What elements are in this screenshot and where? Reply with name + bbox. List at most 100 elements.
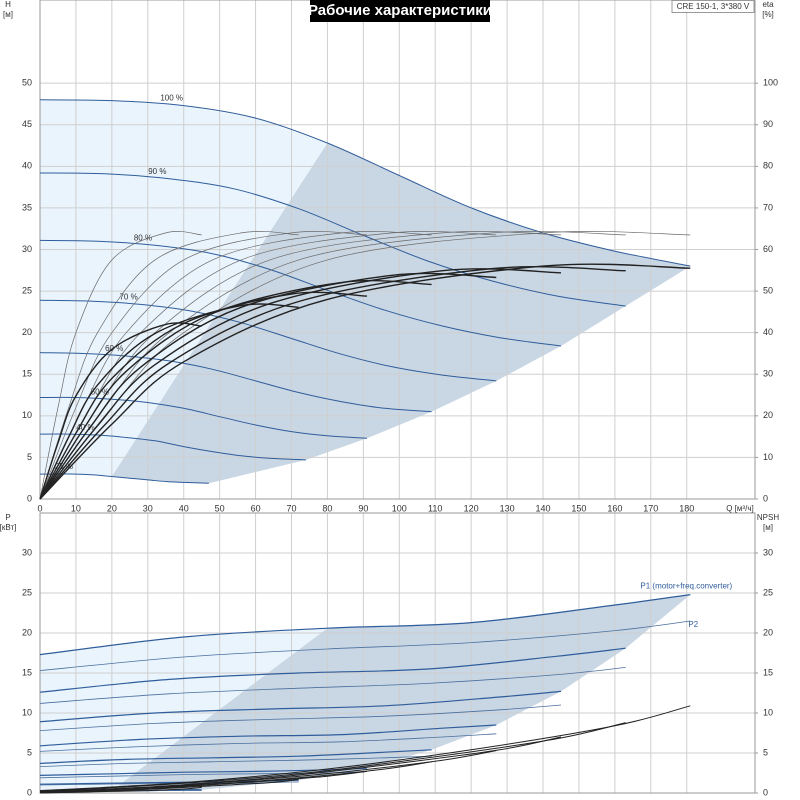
- x-tick-label: 50: [215, 503, 225, 513]
- y-tick-label: 15: [22, 369, 32, 379]
- y2-tick-label: 30: [763, 369, 773, 379]
- curve: [39, 771, 368, 779]
- x-tick-label: 80: [322, 503, 332, 513]
- curve: [39, 272, 497, 500]
- y2-axis-label: eta: [762, 0, 774, 9]
- curve-label: P2: [688, 620, 698, 629]
- curve: [39, 231, 299, 500]
- curve: [39, 786, 202, 794]
- y-tick-label: 50: [22, 78, 32, 88]
- title-box: [310, 0, 490, 22]
- curve: [39, 620, 691, 671]
- curve: [39, 266, 626, 500]
- y-tick-label: 5: [27, 747, 32, 757]
- y-axis-label: H: [5, 0, 11, 9]
- x-tick-label: 40: [179, 503, 189, 513]
- curve: [39, 299, 497, 382]
- y-tick-label: 10: [22, 410, 32, 420]
- curve-label: 40 %: [76, 423, 94, 432]
- y2-tick-label: 0: [763, 493, 768, 503]
- curve: [39, 99, 691, 267]
- y-tick-label: 0: [27, 493, 32, 503]
- y-axis-unit: [м]: [3, 10, 13, 19]
- curve: [39, 263, 691, 500]
- y-axis-unit: [кВт]: [0, 523, 16, 532]
- x-tick-label: 10: [71, 503, 81, 513]
- curve: [39, 231, 368, 500]
- x-axis-label: Q [м³/ч]: [726, 504, 753, 513]
- curve: [39, 690, 562, 723]
- x-tick-label: 70: [286, 503, 296, 513]
- curve: [39, 736, 562, 792]
- curve: [39, 767, 368, 776]
- curve: [39, 433, 306, 461]
- model-label: CRE 150-1, 3*380 V: [677, 2, 750, 11]
- y2-tick-label: 30: [763, 547, 773, 557]
- curve: [39, 231, 202, 500]
- y2-tick-label: 70: [763, 202, 773, 212]
- y2-tick-label: 5: [763, 747, 768, 757]
- y-tick-label: 35: [22, 202, 32, 212]
- curve: [39, 761, 432, 793]
- curve-label: 90 %: [148, 167, 166, 176]
- x-tick-label: 150: [571, 503, 586, 513]
- y2-tick-label: 10: [763, 452, 773, 462]
- y2-tick-label: 80: [763, 161, 773, 171]
- curve-label: 70 %: [119, 292, 137, 301]
- y-tick-label: 5: [27, 452, 32, 462]
- curve: [39, 303, 299, 500]
- curve: [39, 724, 497, 747]
- curve: [39, 291, 368, 500]
- y2-tick-label: 90: [763, 119, 773, 129]
- curve: [39, 647, 626, 693]
- curve: [39, 667, 626, 704]
- y-tick-label: 40: [22, 161, 32, 171]
- y-tick-label: 20: [22, 627, 32, 637]
- curve: [39, 322, 202, 500]
- y-tick-label: 30: [22, 547, 32, 557]
- curve: [39, 704, 562, 731]
- y-tick-label: 25: [22, 285, 32, 295]
- curve: [40, 473, 209, 484]
- plot-frame: [39, 0, 756, 500]
- x-tick-label: 60: [251, 503, 261, 513]
- y2-axis-label: NPSH: [757, 513, 779, 522]
- y-tick-label: 45: [22, 119, 32, 129]
- curve: [39, 172, 626, 307]
- y2-tick-label: 50: [763, 285, 773, 295]
- x-tick-label: 120: [464, 503, 479, 513]
- chart-panel: 0 5 10 15 20 25 30 0 5 10 15 20 25 30 P1 (motor+freq.c…: [0, 512, 779, 797]
- y2-tick-label: 0: [763, 787, 768, 797]
- y2-tick-label: 20: [763, 410, 773, 420]
- y2-tick-label: 40: [763, 327, 773, 337]
- curve: [39, 239, 562, 347]
- chart-panel: 0 10 20 30 40 50 60 70 80 90 100 110 120 130 140 150 160…: [3, 0, 778, 513]
- y2-axis-unit: [м]: [763, 523, 773, 532]
- y2-tick-label: 25: [763, 587, 773, 597]
- curve-label: P1 (motor+freq.converter): [640, 582, 732, 591]
- y2-tick-label: 20: [763, 627, 773, 637]
- recommended-range: [111, 143, 691, 484]
- y-tick-label: 0: [27, 787, 32, 797]
- curve-label: 25 %: [55, 462, 73, 471]
- x-tick-label: 90: [358, 503, 368, 513]
- x-tick-label: 100: [392, 503, 407, 513]
- y-tick-label: 20: [22, 327, 32, 337]
- x-tick-label: 170: [643, 503, 658, 513]
- curve: [39, 749, 432, 764]
- curve: [39, 755, 432, 767]
- x-tick-label: 180: [679, 503, 694, 513]
- curve: [39, 268, 562, 500]
- x-tick-label: 30: [143, 503, 153, 513]
- curve: [39, 722, 626, 792]
- x-tick-label: 130: [500, 503, 515, 513]
- model-box: [671, 0, 755, 13]
- x-tick-label: 140: [535, 503, 550, 513]
- curve: [39, 733, 497, 752]
- y-axis-label: P: [5, 513, 10, 522]
- x-tick-label: 20: [107, 503, 117, 513]
- chart-title: Рабочие характеристики: [308, 2, 492, 19]
- y2-tick-label: 60: [763, 244, 773, 254]
- plot-frame: [39, 512, 756, 794]
